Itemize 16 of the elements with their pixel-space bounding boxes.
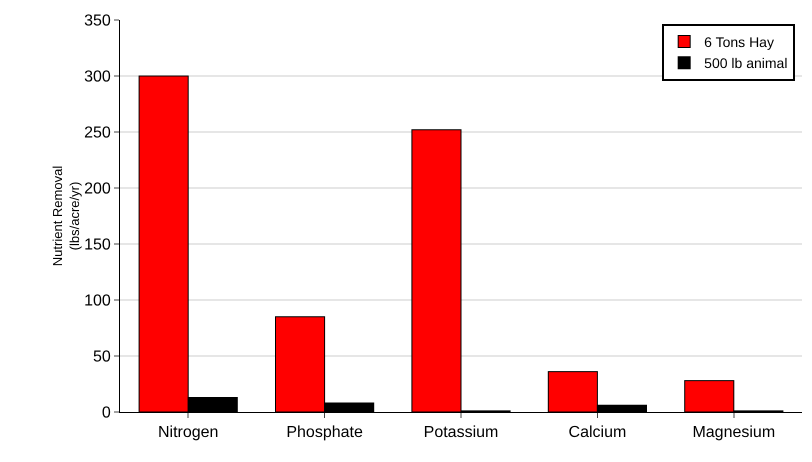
y-tick-label: 300 bbox=[84, 68, 111, 86]
y-tick-label: 0 bbox=[102, 404, 111, 422]
legend-label: 500 lb animal bbox=[704, 55, 788, 72]
y-tick-label: 100 bbox=[84, 292, 111, 310]
x-tick-label: Potassium bbox=[424, 424, 498, 442]
y-tick-label: 200 bbox=[84, 180, 111, 198]
x-tick-label: Calcium bbox=[568, 424, 626, 442]
y-axis-title: Nutrient Removal (lbs/acre/yr) bbox=[50, 166, 82, 266]
x-tick-label: Nitrogen bbox=[158, 424, 218, 442]
y-tick-label: 350 bbox=[84, 12, 111, 30]
y-tick-label: 250 bbox=[84, 124, 111, 142]
y-tick-label: 50 bbox=[93, 348, 111, 366]
y-tick-label: 150 bbox=[84, 236, 111, 254]
x-tick-label: Magnesium bbox=[692, 424, 776, 442]
x-tick-label: Phosphate bbox=[286, 424, 363, 442]
legend-label: 6 Tons Hay bbox=[704, 34, 774, 50]
